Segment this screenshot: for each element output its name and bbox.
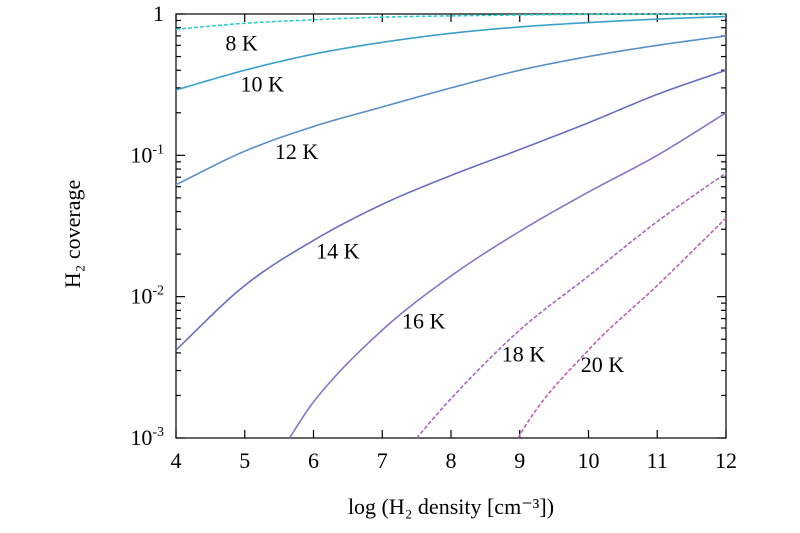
x-tick-label: 6	[308, 448, 319, 473]
y-tick-label: 1	[153, 1, 164, 26]
curve-label: 20 K	[581, 352, 625, 377]
y-axis-ticks: 1 10-1 10-2 10-3	[130, 1, 726, 450]
series-line-8k	[175, 13, 727, 31]
curve-labels: 8 K 10 K 12 K 14 K 16 K 18 K 20 K	[225, 31, 624, 377]
curve-label: 8 K	[225, 31, 258, 56]
x-axis-ticks: 4 5 6 7 8 9 10 11 12	[171, 14, 737, 473]
x-tick-label: 12	[715, 448, 737, 473]
curve-label: 14 K	[316, 238, 360, 263]
y-tick-label: 10-1	[130, 142, 164, 167]
y-axis-label: H₂ coverage	[60, 180, 85, 288]
series-line-16k	[288, 112, 727, 439]
series-line-12k	[175, 35, 727, 186]
x-tick-label: 4	[171, 448, 182, 473]
x-tick-label: 5	[239, 448, 250, 473]
x-tick-label: 7	[377, 448, 388, 473]
curve-label: 18 K	[502, 341, 546, 366]
curve-label: 16 K	[402, 309, 446, 334]
y-tick-label: 10-3	[130, 425, 164, 450]
series-line-20k	[517, 217, 727, 439]
x-tick-label: 11	[647, 448, 668, 473]
series-line-10k	[175, 15, 727, 91]
curve-label: 10 K	[240, 71, 284, 96]
x-tick-label: 9	[514, 448, 525, 473]
x-axis-label: log (H₂ density [cm⁻³])	[348, 494, 554, 519]
curve-label: 12 K	[275, 139, 319, 164]
series-line-18k	[416, 172, 727, 439]
y-tick-label: 10-2	[130, 284, 164, 309]
x-tick-label: 10	[578, 448, 600, 473]
series-line-14k	[175, 69, 727, 351]
series-group	[175, 13, 727, 439]
x-tick-label: 8	[446, 448, 457, 473]
